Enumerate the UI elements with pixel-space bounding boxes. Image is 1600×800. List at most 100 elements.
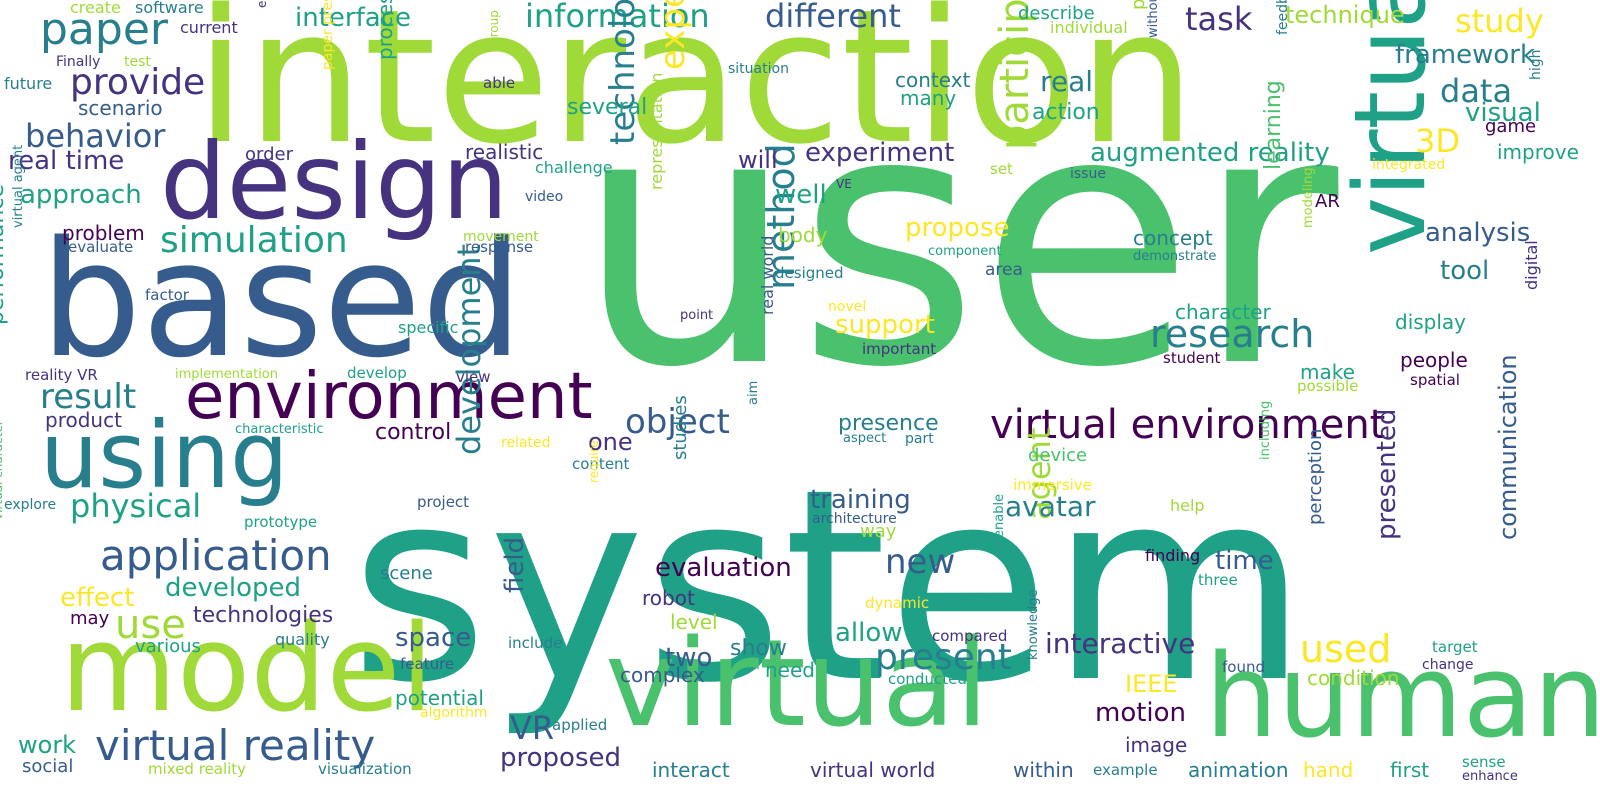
word-character: character: [1175, 300, 1271, 324]
word-software: software: [135, 0, 204, 17]
word-group: group: [487, 10, 501, 45]
word-developed: developed: [165, 573, 302, 603]
word-possible: possible: [1297, 377, 1359, 395]
word-part: part: [905, 431, 934, 447]
word-one: one: [588, 428, 633, 456]
word-point: point: [680, 308, 714, 323]
word-modeling: modeling: [1301, 167, 1316, 228]
word-interface: interface: [295, 3, 411, 33]
word-result: result: [40, 377, 137, 417]
word-complex: complex: [620, 663, 705, 687]
word-approach: approach: [20, 180, 142, 210]
word-content: content: [572, 455, 630, 473]
word-make: make: [1300, 360, 1355, 384]
word-condition: condition: [1307, 666, 1400, 690]
word-individual: individual: [1050, 18, 1128, 37]
word-space: space: [395, 623, 472, 653]
word-evaluation: evaluation: [655, 553, 792, 583]
word-include: include: [508, 634, 563, 652]
word-order: order: [245, 144, 293, 165]
word-evaluate: evaluate: [68, 238, 134, 256]
word-virtual-world: virtual world: [810, 758, 936, 782]
word-work: work: [18, 731, 77, 759]
word-presented: presented: [1372, 408, 1402, 540]
word-ve: VE: [836, 177, 852, 191]
word-vr: VR: [510, 709, 555, 747]
word-field: field: [500, 536, 530, 593]
word-provide: provide: [70, 62, 206, 103]
word-may: may: [70, 608, 110, 629]
word-information: information: [525, 0, 710, 35]
word-experience: experience: [653, 0, 693, 70]
word-product: product: [45, 408, 122, 432]
word-prototype: prototype: [244, 513, 318, 531]
word-component: component: [928, 244, 1002, 259]
word-spatial: spatial: [1410, 371, 1460, 389]
word-help: help: [1170, 496, 1205, 515]
word-high: high: [1528, 49, 1544, 80]
word-support: support: [835, 310, 935, 340]
word-mixed-reality: mixed reality: [148, 760, 247, 778]
word-user: user: [575, 36, 1339, 444]
word-current: current: [180, 18, 238, 37]
word-task: task: [1185, 0, 1253, 38]
word-algorithm: algorithm: [420, 705, 488, 721]
word-applied: applied: [552, 716, 608, 734]
word-training: training: [810, 485, 911, 515]
word-change: change: [1422, 657, 1474, 673]
word-reality-vr: reality VR: [25, 366, 98, 384]
word-based: based: [40, 206, 523, 393]
word-application: application: [100, 531, 332, 580]
word-describe: describe: [1018, 3, 1095, 24]
word-several: several: [567, 95, 648, 120]
word-model: model: [60, 600, 434, 739]
word-potential: potential: [395, 686, 484, 710]
word-image: image: [1125, 733, 1188, 757]
word-representation: representation: [647, 72, 666, 190]
word-virtual: virtual: [605, 615, 989, 754]
word-area: area: [985, 260, 1023, 280]
word-architecture: architecture: [812, 511, 897, 527]
word-process: process: [373, 0, 397, 60]
word-behavior: behavior: [25, 117, 166, 155]
word-conducted: conducted: [888, 670, 967, 688]
word-challenge: challenge: [535, 158, 613, 177]
word-paper: paper: [40, 4, 168, 55]
word-project: project: [417, 493, 470, 511]
word-feedback: feedback: [1275, 0, 1291, 35]
word-video: video: [525, 189, 564, 205]
word-three: three: [1198, 571, 1238, 589]
word-robot: robot: [642, 586, 695, 610]
word-presence: presence: [838, 411, 939, 436]
word-virtual-reality: virtual reality: [95, 721, 376, 770]
word-important: important: [862, 340, 937, 358]
word-student: student: [1163, 349, 1221, 367]
word-real-time: real time: [8, 146, 125, 176]
word-device: device: [1028, 445, 1088, 466]
word-many: many: [900, 86, 957, 110]
word-realistic: realistic: [465, 140, 544, 164]
word-technology: technology: [603, 0, 643, 145]
word-performance: performance: [0, 184, 9, 325]
word-feature: feature: [400, 655, 455, 673]
word-studies: studies: [670, 395, 691, 460]
word-paper-presents: paper presents: [320, 0, 336, 70]
word-ar: AR: [1315, 191, 1340, 212]
word-dynamic: dynamic: [865, 594, 930, 612]
word-people: people: [1400, 348, 1468, 372]
word-need: need: [765, 658, 815, 682]
word-scene: scene: [380, 563, 433, 584]
word-problem: problem: [62, 221, 145, 245]
word-response: response: [465, 238, 534, 256]
word-different: different: [765, 0, 901, 35]
word-body: body: [778, 223, 828, 247]
word-interactive: interactive: [1045, 627, 1196, 660]
word-will: will: [738, 146, 778, 174]
word-environment: environment: [185, 360, 593, 434]
word-related: related: [501, 435, 551, 451]
word-first: first: [1390, 758, 1430, 782]
word-well: well: [775, 180, 827, 210]
word-human: human: [1205, 630, 1600, 764]
word-enhance: enhance: [1462, 769, 1518, 784]
word-specific: specific: [398, 318, 459, 337]
